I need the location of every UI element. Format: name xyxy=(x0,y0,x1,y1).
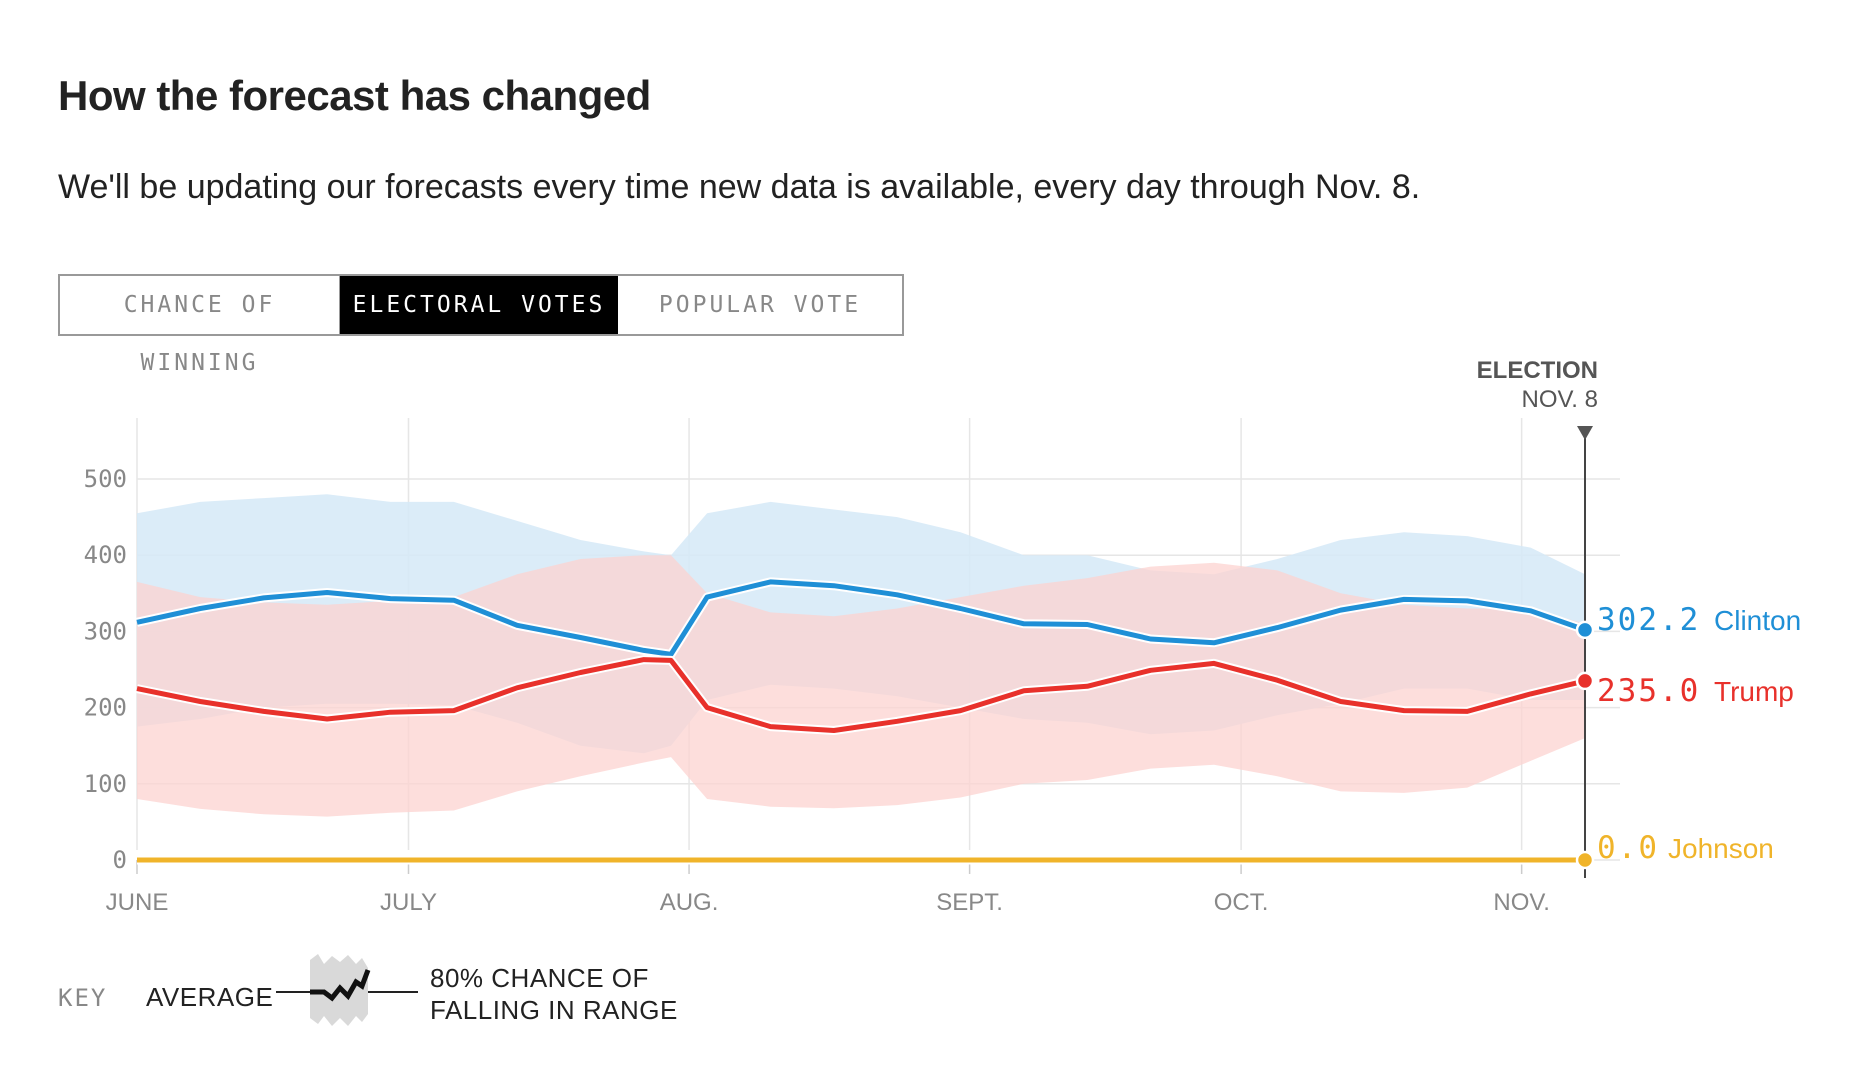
trump-end-value: 235.0 xyxy=(1597,673,1700,709)
x-tick-label: SEPT. xyxy=(936,889,1003,916)
election-marker-date: NOV. 8 xyxy=(1522,386,1599,413)
electoral-votes-chart: 0 100 200 300 400 500 JUNE JULY AUG. SEPT. OCT. NOV… xyxy=(84,357,1802,916)
johnson-end-dot xyxy=(1575,850,1595,870)
tab-popular-vote[interactable]: POPULAR VOTE xyxy=(658,292,862,318)
y-tick-label: 100 xyxy=(84,770,127,798)
y-tick-label: 200 xyxy=(84,694,127,722)
trump-line xyxy=(136,657,1586,733)
trump-name-label: Trump xyxy=(1714,676,1794,707)
clinton-line xyxy=(136,579,1586,657)
tab-chance-of-winning[interactable]: CHANCE OF WINNING xyxy=(60,276,340,376)
x-tick-label: NOV. xyxy=(1493,889,1549,916)
tab-electoral-votes[interactable]: ELECTORAL VOTES xyxy=(340,276,618,334)
view-tabs: CHANCE OF WINNING ELECTORAL VOTES POPULA… xyxy=(58,274,904,376)
y-tick-label: 400 xyxy=(84,541,127,569)
x-tick-label: JUNE xyxy=(106,889,169,916)
clinton-end-dot xyxy=(1575,620,1595,640)
election-marker-arrow-icon xyxy=(1577,426,1593,440)
x-tick-label: OCT. xyxy=(1214,889,1269,916)
key-label: KEY xyxy=(58,984,108,1012)
chart-title: How the forecast has changed xyxy=(58,72,651,119)
chart-subtitle: We'll be updating our forecasts every ti… xyxy=(58,168,1421,206)
x-tick-label: AUG. xyxy=(660,889,719,916)
y-tick-label: 0 xyxy=(113,846,127,874)
election-marker-label: ELECTION xyxy=(1477,357,1598,384)
x-tick-label: JULY xyxy=(380,889,437,916)
key-glyph-icon xyxy=(276,954,418,1026)
trump-end-dot xyxy=(1575,671,1595,691)
key-average-label: AVERAGE xyxy=(146,982,274,1012)
clinton-end-value: 302.2 xyxy=(1597,602,1700,638)
y-tick-label: 300 xyxy=(84,617,127,645)
clinton-name-label: Clinton xyxy=(1714,605,1801,636)
y-tick-label: 500 xyxy=(84,465,127,493)
johnson-end-value: 0.0 xyxy=(1597,830,1659,866)
key-range-label: 80% CHANCE OF FALLING IN RANGE xyxy=(430,963,678,1025)
johnson-name-label: Johnson xyxy=(1668,833,1774,864)
